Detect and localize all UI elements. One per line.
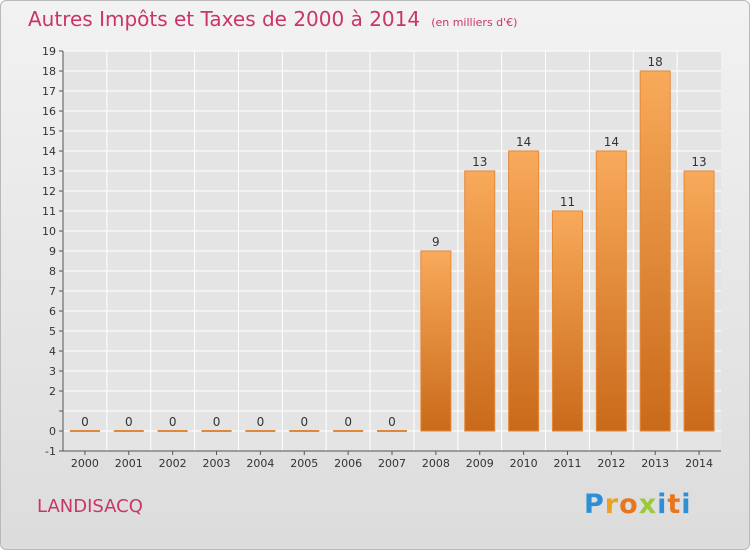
x-tick-label: 2014 bbox=[685, 457, 713, 470]
logo-letter: r bbox=[604, 489, 620, 520]
y-tick-label: 7 bbox=[49, 285, 56, 298]
data-label: 14 bbox=[516, 135, 531, 149]
y-tick-label: 14 bbox=[42, 145, 56, 158]
y-tick-label: 2 bbox=[49, 385, 56, 398]
chart-subtitle: (en milliers d'€) bbox=[431, 16, 518, 29]
x-tick-label: 2006 bbox=[334, 457, 362, 470]
y-tick-label: 6 bbox=[49, 305, 56, 318]
data-label: 9 bbox=[432, 235, 440, 249]
data-label: 13 bbox=[691, 155, 706, 169]
data-label: 0 bbox=[344, 415, 352, 429]
data-label: 0 bbox=[213, 415, 221, 429]
data-label: 0 bbox=[257, 415, 265, 429]
chart-title: Autres Impôts et Taxes de 2000 à 2014 bbox=[28, 7, 421, 31]
y-tick-label: 16 bbox=[42, 105, 56, 118]
data-label: 0 bbox=[125, 415, 133, 429]
place-name: LANDISACQ bbox=[37, 496, 143, 517]
y-tick-label: 17 bbox=[42, 85, 56, 98]
data-label: 13 bbox=[472, 155, 487, 169]
y-tick-label: 0 bbox=[49, 425, 56, 438]
data-label: 18 bbox=[648, 55, 663, 69]
data-label: 0 bbox=[81, 415, 89, 429]
y-tick-label: 9 bbox=[49, 245, 56, 258]
x-tick-label: 2007 bbox=[378, 457, 406, 470]
bar bbox=[683, 170, 715, 432]
y-tick-label: 8 bbox=[49, 265, 56, 278]
x-tick-label: 2012 bbox=[597, 457, 625, 470]
data-label: 0 bbox=[300, 415, 308, 429]
data-label: 14 bbox=[604, 135, 619, 149]
y-tick-label: 13 bbox=[42, 165, 56, 178]
y-tick-label: 10 bbox=[42, 225, 56, 238]
bar bbox=[420, 250, 452, 432]
title-row: Autres Impôts et Taxes de 2000 à 2014 (e… bbox=[28, 7, 517, 31]
logo-letter: x bbox=[638, 489, 658, 520]
x-tick-label: 2002 bbox=[159, 457, 187, 470]
bar bbox=[551, 210, 583, 432]
data-label: 0 bbox=[169, 415, 177, 429]
logo-letter: P bbox=[584, 489, 605, 520]
x-tick-label: 2008 bbox=[422, 457, 450, 470]
y-tick-label: 15 bbox=[42, 125, 56, 138]
x-tick-label: 2003 bbox=[203, 457, 231, 470]
bar bbox=[508, 150, 540, 432]
x-tick-label: 2013 bbox=[641, 457, 669, 470]
y-tick-label: 18 bbox=[42, 65, 56, 78]
y-tick-label: 4 bbox=[49, 345, 56, 358]
x-tick-label: 2000 bbox=[71, 457, 99, 470]
y-tick-label: 19 bbox=[42, 45, 56, 58]
data-label: 0 bbox=[388, 415, 396, 429]
logo-letter: t bbox=[667, 489, 682, 520]
logo-letter: i bbox=[657, 489, 668, 520]
y-tick-label: -1 bbox=[45, 445, 56, 458]
x-tick-label: 2005 bbox=[290, 457, 318, 470]
x-tick-label: 2009 bbox=[466, 457, 494, 470]
bar bbox=[595, 150, 627, 432]
y-tick-label: 5 bbox=[49, 325, 56, 338]
proxiti-logo[interactable]: Proxiti bbox=[584, 489, 692, 520]
logo-letter: i bbox=[681, 489, 692, 520]
x-tick-label: 2011 bbox=[553, 457, 581, 470]
bar bbox=[639, 70, 671, 432]
y-tick-label: 11 bbox=[42, 205, 56, 218]
bar bbox=[464, 170, 496, 432]
x-tick-label: 2001 bbox=[115, 457, 143, 470]
y-tick-label: 3 bbox=[49, 365, 56, 378]
logo-letter: o bbox=[619, 489, 639, 520]
x-tick-label: 2004 bbox=[246, 457, 274, 470]
x-tick-label: 2010 bbox=[510, 457, 538, 470]
y-tick-label: 12 bbox=[42, 185, 56, 198]
data-label: 11 bbox=[560, 195, 575, 209]
